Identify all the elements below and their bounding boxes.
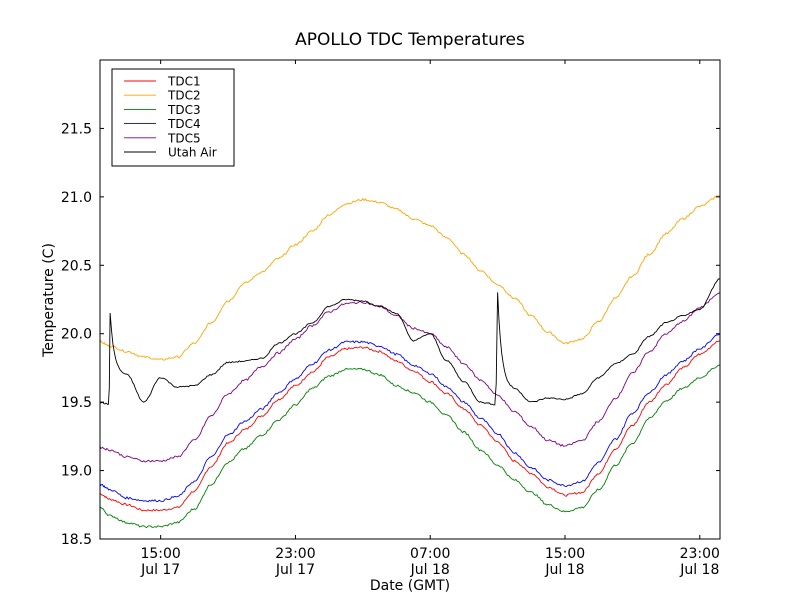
x-tick-date-label: Jul 17 — [275, 562, 315, 578]
x-tick-time-label: 23:00 — [275, 546, 315, 562]
y-tick-label: 21.0 — [61, 190, 92, 206]
y-axis-label: Temperature (C) — [41, 243, 57, 358]
legend-label-tdc1: TDC1 — [167, 75, 201, 89]
series-layer — [99, 195, 721, 529]
x-tick-date-label: Jul 17 — [140, 562, 180, 578]
series-line-tdc5 — [99, 292, 721, 463]
legend-label-tdc3: TDC3 — [167, 103, 201, 117]
y-tick-label: 20.5 — [61, 258, 92, 274]
legend-label-tdc4: TDC4 — [167, 117, 201, 131]
series-line-tdc1 — [99, 340, 721, 512]
series-line-tdc4 — [99, 333, 721, 503]
x-tick-date-label: Jul 18 — [679, 562, 719, 578]
y-tick-label: 19.0 — [61, 464, 92, 480]
x-tick-date-label: Jul 18 — [544, 562, 584, 578]
x-axis-label: Date (GMT) — [370, 578, 450, 594]
series-line-tdc2 — [99, 195, 721, 361]
legend-label-tdc2: TDC2 — [167, 89, 201, 103]
x-tick-time-label: 07:00 — [410, 546, 450, 562]
x-tick-time-label: 15:00 — [140, 546, 180, 562]
plot-frame — [99, 59, 721, 540]
y-tick-label: 20.0 — [61, 327, 92, 343]
y-tick-label: 19.5 — [61, 395, 92, 411]
x-tick-time-label: 15:00 — [545, 546, 585, 562]
x-tick-time-label: 23:00 — [680, 546, 720, 562]
x-tick-date-label: Jul 18 — [410, 562, 450, 578]
legend-label-tdc5: TDC5 — [167, 131, 201, 145]
chart-title: APOLLO TDC Temperatures — [295, 30, 525, 50]
legend-box — [111, 68, 235, 167]
series-line-utah-air — [100, 278, 720, 406]
legend-label-utah-air: Utah Air — [168, 146, 217, 160]
y-tick-label: 21.5 — [61, 121, 92, 137]
y-tick-label: 18.5 — [61, 532, 92, 548]
series-line-tdc3 — [99, 364, 720, 529]
